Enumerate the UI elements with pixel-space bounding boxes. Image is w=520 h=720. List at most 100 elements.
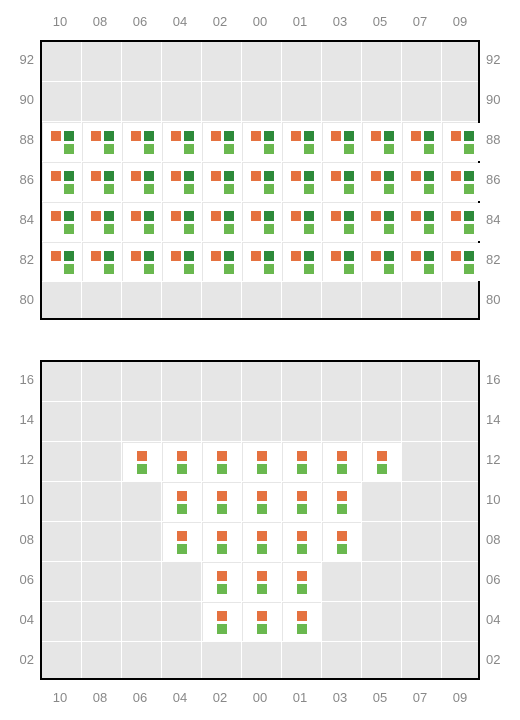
- seat-cell: [43, 123, 81, 161]
- col-label-top: 08: [80, 14, 120, 29]
- glyph: [64, 171, 74, 181]
- seat-cell: [163, 443, 201, 481]
- seat-cell: [283, 483, 321, 521]
- glyph: [144, 251, 154, 261]
- glyph: [51, 251, 61, 261]
- glyph: [184, 224, 194, 234]
- glyph: [371, 131, 381, 141]
- row-label-left: 90: [4, 92, 34, 107]
- seat-cell: [243, 123, 281, 161]
- glyph: [171, 131, 181, 141]
- row-label-left: 84: [4, 212, 34, 227]
- glyph: [217, 491, 227, 501]
- glyph: [297, 451, 307, 461]
- row-label-right: 12: [486, 452, 516, 467]
- glyph: [384, 171, 394, 181]
- row-label-right: 10: [486, 492, 516, 507]
- seat-cell: [323, 443, 361, 481]
- glyph: [251, 131, 261, 141]
- row-label-left: 02: [4, 652, 34, 667]
- col-label-bottom: 02: [200, 690, 240, 705]
- seat-cell: [243, 603, 281, 641]
- glyph: [51, 171, 61, 181]
- glyph: [291, 211, 301, 221]
- col-label-bottom: 06: [120, 690, 160, 705]
- glyph: [384, 131, 394, 141]
- glyph: [411, 251, 421, 261]
- row-label-left: 08: [4, 532, 34, 547]
- glyph: [464, 171, 474, 181]
- seat-cell: [123, 203, 161, 241]
- seat-cell: [203, 163, 241, 201]
- glyph: [211, 211, 221, 221]
- glyph: [344, 264, 354, 274]
- glyph: [177, 491, 187, 501]
- glyph: [411, 171, 421, 181]
- seat-cell: [163, 123, 201, 161]
- col-label-top: 09: [440, 14, 480, 29]
- glyph: [424, 144, 434, 154]
- glyph: [104, 171, 114, 181]
- glyph: [291, 251, 301, 261]
- glyph: [184, 171, 194, 181]
- glyph: [297, 464, 307, 474]
- glyph: [224, 264, 234, 274]
- glyph: [211, 171, 221, 181]
- glyph: [177, 531, 187, 541]
- glyph: [424, 211, 434, 221]
- seat-cell: [163, 203, 201, 241]
- glyph: [264, 224, 274, 234]
- glyph: [257, 491, 267, 501]
- seat-cell: [83, 163, 121, 201]
- glyph: [257, 531, 267, 541]
- glyph: [171, 251, 181, 261]
- glyph: [177, 464, 187, 474]
- seat-cell: [283, 603, 321, 641]
- glyph: [424, 251, 434, 261]
- glyph: [217, 464, 227, 474]
- glyph: [137, 451, 147, 461]
- glyph: [464, 224, 474, 234]
- glyph: [91, 211, 101, 221]
- glyph: [297, 584, 307, 594]
- glyph: [344, 251, 354, 261]
- row-label-left: 82: [4, 252, 34, 267]
- glyph: [264, 184, 274, 194]
- glyph: [304, 171, 314, 181]
- seat-cell: [443, 123, 481, 161]
- col-label-bottom: 03: [320, 690, 360, 705]
- row-label-left: 12: [4, 452, 34, 467]
- glyph: [331, 211, 341, 221]
- glyph: [251, 251, 261, 261]
- glyph: [224, 131, 234, 141]
- glyph: [91, 131, 101, 141]
- glyph: [451, 211, 461, 221]
- seat-cell: [123, 443, 161, 481]
- glyph: [51, 211, 61, 221]
- glyph: [464, 184, 474, 194]
- seat-cell: [323, 163, 361, 201]
- glyph: [257, 584, 267, 594]
- row-label-left: 88: [4, 132, 34, 147]
- seat-cell: [363, 203, 401, 241]
- col-label-top: 04: [160, 14, 200, 29]
- glyph: [217, 451, 227, 461]
- row-label-left: 06: [4, 572, 34, 587]
- row-label-right: 82: [486, 252, 516, 267]
- glyph: [184, 251, 194, 261]
- glyph: [384, 144, 394, 154]
- glyph: [384, 184, 394, 194]
- row-label-right: 86: [486, 172, 516, 187]
- glyph: [257, 464, 267, 474]
- glyph: [64, 251, 74, 261]
- row-label-left: 14: [4, 412, 34, 427]
- col-label-bottom: 10: [40, 690, 80, 705]
- glyph: [344, 211, 354, 221]
- glyph: [424, 184, 434, 194]
- glyph: [177, 504, 187, 514]
- seat-cell: [363, 443, 401, 481]
- glyph: [91, 251, 101, 261]
- glyph: [424, 131, 434, 141]
- glyph: [464, 211, 474, 221]
- glyph: [304, 264, 314, 274]
